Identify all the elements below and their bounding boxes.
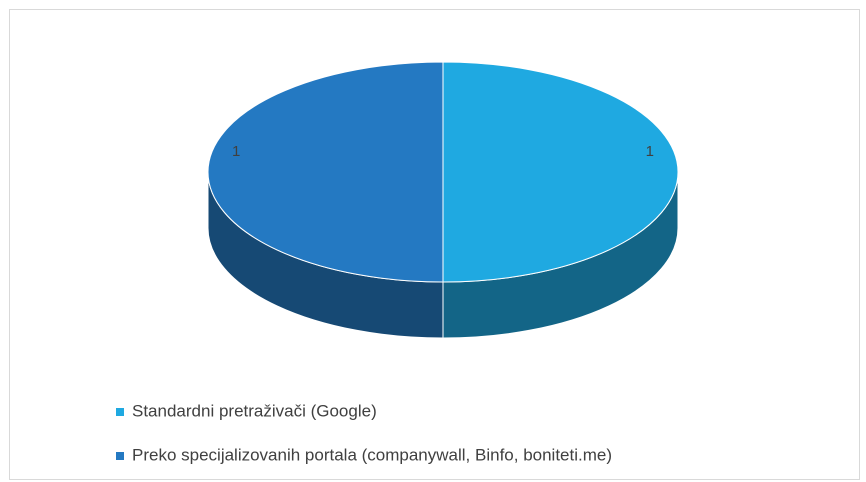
slice xyxy=(207,61,444,283)
legend-label: Standardni pretraživači (Google) xyxy=(132,401,377,420)
slice xyxy=(442,61,679,283)
data-label: 1 xyxy=(232,143,240,160)
legend-label: Preko specijalizovanih portala (companyw… xyxy=(132,445,612,464)
legend-swatch xyxy=(116,408,124,416)
legend-swatch xyxy=(116,452,124,460)
data-label: 1 xyxy=(646,143,654,160)
